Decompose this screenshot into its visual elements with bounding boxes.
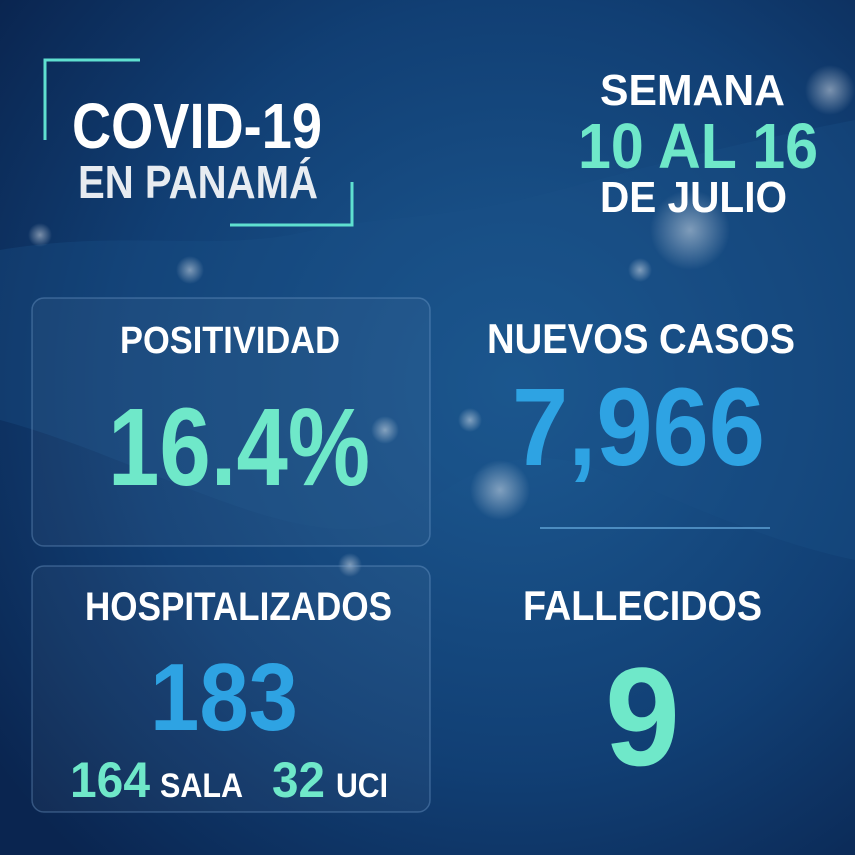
new-cases-value: 7,966 [512,366,765,489]
title-frame [43,58,354,227]
subtitle: EN PANAMÁ [78,156,318,208]
hospitalized-label: HOSPITALIZADOS [85,585,392,629]
hospitalized-value: 183 [150,644,298,751]
positivity-card [31,297,431,547]
map-shape [0,120,855,560]
title: COVID-19 [72,90,322,162]
week-range: 10 AL 16 [578,110,818,182]
ward-value: 164 [70,752,150,808]
positivity-label: POSITIVIDAD [120,320,340,362]
icu-value: 32 [272,752,325,808]
icu-label: UCI [336,767,388,805]
week-label: SEMANA [600,66,785,115]
ward-label: SALA [160,767,243,805]
deaths-value: 9 [605,638,680,795]
glow-dots [28,65,855,577]
hospitalized-card [31,565,431,813]
deaths-label: FALLECIDOS [523,582,762,629]
week-month: DE JULIO [600,173,787,222]
new-cases-label: NUEVOS CASOS [487,315,795,362]
positivity-value: 16.4% [108,386,370,509]
